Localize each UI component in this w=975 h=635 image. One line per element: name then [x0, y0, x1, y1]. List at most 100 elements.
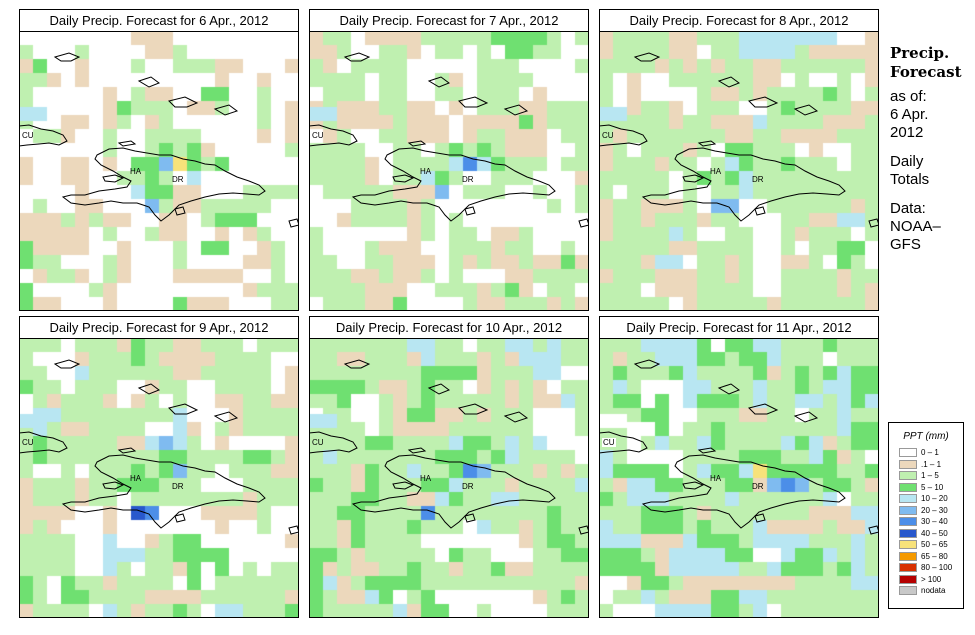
legend-item: 0 – 1: [889, 447, 963, 459]
legend-item: 30 – 40: [889, 516, 963, 528]
coastline-overlay: [19, 359, 299, 535]
coastline: [137, 76, 161, 88]
legend-label: 20 – 30: [921, 505, 948, 515]
panel-title: Daily Precip. Forecast for 7 Apr., 2012: [309, 9, 589, 32]
label-cuba: CU: [312, 438, 324, 447]
legend-swatch: [899, 471, 917, 480]
info-data-label: Data:: [890, 200, 926, 217]
label-cuba: CU: [312, 131, 324, 140]
coastline: [633, 52, 661, 62]
legend-label: .1 – 1: [921, 459, 942, 469]
coastline: [53, 359, 81, 369]
label-haiti: HA: [130, 167, 142, 176]
legend-label: > 100: [921, 574, 942, 584]
label-cuba: CU: [22, 438, 34, 447]
legend-item: 1 – 5: [889, 470, 963, 482]
coastline: [407, 140, 427, 147]
panel-title: Daily Precip. Forecast for 9 Apr., 2012: [19, 316, 299, 339]
coastline: [213, 104, 239, 116]
precip-grid: [19, 31, 299, 311]
coastline: [117, 140, 137, 147]
coastline: [464, 206, 476, 216]
info-type-line1: Daily: [890, 153, 924, 170]
info-asof-label: as of:: [890, 88, 927, 105]
info-asof-year: 2012: [890, 124, 924, 141]
coastline: [309, 431, 358, 454]
coastline: [407, 447, 427, 454]
coastline: [102, 481, 125, 490]
legend-label: 1 – 5: [921, 471, 939, 480]
precip-map: CU HA DR: [309, 31, 589, 311]
precip-map: CU HA DR: [599, 338, 879, 618]
legend-swatch: [899, 505, 917, 515]
coastline: [578, 525, 589, 535]
coastline-overlay: [599, 359, 879, 535]
precip-grid: [599, 31, 879, 311]
legend-label: nodata: [921, 586, 946, 595]
coastline: [392, 174, 415, 183]
legend-item: 10 – 20: [889, 493, 963, 505]
label-dominican-republic: DR: [752, 482, 764, 491]
coastline: [641, 454, 846, 529]
legend-label: 30 – 40: [921, 517, 948, 526]
info-data-model: GFS: [890, 236, 921, 253]
legend-label: 80 – 100: [921, 563, 953, 572]
coastline: [288, 525, 299, 535]
legend-item: 80 – 100: [889, 562, 963, 574]
legend-item: 20 – 30: [889, 505, 963, 517]
label-haiti: HA: [130, 474, 142, 483]
panel-title: Daily Precip. Forecast for 10 Apr., 2012: [309, 316, 589, 339]
coastline: [351, 147, 556, 222]
coastline-overlay: [309, 359, 589, 535]
legend-item: 50 – 65: [889, 539, 963, 551]
coastline: [213, 411, 239, 423]
coastline: [19, 124, 68, 147]
legend-swatch: [899, 540, 917, 549]
precip-map: CU HA DR: [599, 31, 879, 311]
legend-item: > 100: [889, 574, 963, 586]
precip-grid: [309, 31, 589, 311]
info-heading-line1: Precip.: [890, 44, 950, 62]
label-cuba: CU: [602, 131, 614, 140]
coastline: [717, 76, 741, 88]
coastline: [168, 96, 199, 108]
coastline: [343, 359, 371, 369]
coastline: [793, 104, 819, 116]
coastline: [793, 411, 819, 423]
coastline: [717, 383, 741, 395]
legend-swatch: [899, 563, 917, 572]
coastline: [599, 431, 648, 454]
legend-title: PPT (mm): [903, 431, 949, 442]
coastline: [19, 431, 68, 454]
legend-swatch: [899, 482, 917, 492]
legend-swatch: [899, 528, 917, 538]
legend-item: .1 – 1: [889, 459, 963, 471]
coastline: [754, 206, 766, 216]
coastline: [599, 124, 648, 147]
precip-grid: [309, 338, 589, 618]
coastline: [174, 513, 186, 523]
panel-title: Daily Precip. Forecast for 6 Apr., 2012: [19, 9, 299, 32]
info-type-line2: Totals: [890, 171, 930, 188]
label-haiti: HA: [420, 474, 432, 483]
legend-rows: 0 – 1 .1 – 1 1 – 5 5 – 10 10 – 20 20 – 30 30 –…: [889, 447, 963, 597]
coastline: [117, 447, 137, 454]
coastline: [137, 383, 161, 395]
legend-label: 65 – 80: [921, 551, 948, 561]
label-dominican-republic: DR: [462, 175, 474, 184]
precip-map: CU HA DR: [309, 338, 589, 618]
coastline: [868, 218, 879, 228]
coastline: [641, 147, 846, 222]
legend-swatch: [899, 448, 917, 457]
label-dominican-republic: DR: [752, 175, 764, 184]
info-heading-line2: Forecast: [890, 63, 962, 81]
legend-label: 50 – 65: [921, 540, 948, 549]
label-haiti: HA: [420, 167, 432, 176]
coastline: [697, 140, 717, 147]
coastline: [102, 174, 125, 183]
legend-label: 10 – 20: [921, 494, 948, 503]
coastline: [351, 454, 556, 529]
legend-swatch: [899, 517, 917, 526]
label-cuba: CU: [22, 131, 34, 140]
coastline: [748, 403, 779, 415]
